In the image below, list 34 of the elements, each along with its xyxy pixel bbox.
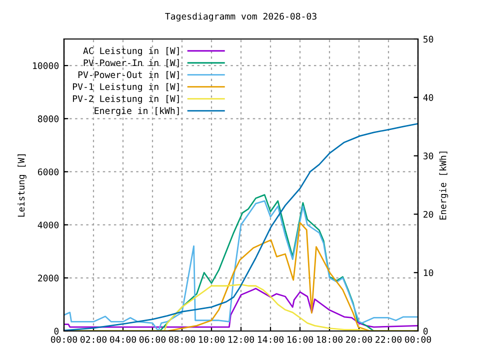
legend-label: PV-1 Leistung in [W] — [72, 83, 179, 92]
x-tick-label: 18:00 — [316, 336, 343, 343]
y-tick-label: 4000 — [38, 222, 59, 228]
x-tick-label: 10:00 — [198, 336, 225, 343]
legend-label: PV-2 Leistung in [W] — [72, 95, 179, 104]
y-axis-title: Leistung [W] — [18, 154, 26, 217]
legend-label: PV-Power-Out in [W] — [78, 71, 179, 80]
y-tick-label: 0 — [54, 328, 59, 335]
x-tick-label: 12:00 — [228, 336, 254, 343]
x-tick-label: 08:00 — [169, 336, 196, 343]
x-tick-label: 14:00 — [258, 336, 284, 343]
y2-tick-label: 20 — [424, 210, 434, 218]
y2-tick-label: 30 — [423, 152, 434, 160]
x-tick-label: 20:00 — [346, 336, 372, 343]
x-tick-label: 00:00 — [51, 336, 78, 343]
y2-tick-label: 0 — [423, 328, 428, 335]
y2-axis-title: Energie [kWh] — [439, 152, 448, 220]
x-tick-label: 16:00 — [287, 336, 314, 343]
x-tick-label: 22:00 — [376, 336, 402, 343]
x-tick-label: 06:00 — [140, 336, 166, 343]
y-tick-label: 8000 — [38, 115, 59, 122]
y2-tick-label: 10 — [424, 269, 434, 276]
y2-tick-label: 40 — [423, 94, 434, 101]
x-tick-label: 04:00 — [110, 336, 136, 343]
chart-title: Tagesdiagramm vom 2026-08-03 — [165, 12, 316, 22]
x-tick-label: 00:00 — [405, 336, 432, 343]
y2-tick-label: 50 — [423, 36, 434, 43]
y-tick-label: 6000 — [38, 168, 59, 176]
legend-label: AC Leistung in [W] — [83, 47, 179, 56]
legend-label: Energie in [kWh] — [94, 107, 179, 116]
x-tick-label: 02:00 — [80, 336, 107, 343]
y-tick-label: 10000 — [33, 62, 59, 70]
y-tick-label: 2000 — [38, 274, 59, 282]
legend-label: PV-Power-In in [W] — [84, 59, 179, 68]
